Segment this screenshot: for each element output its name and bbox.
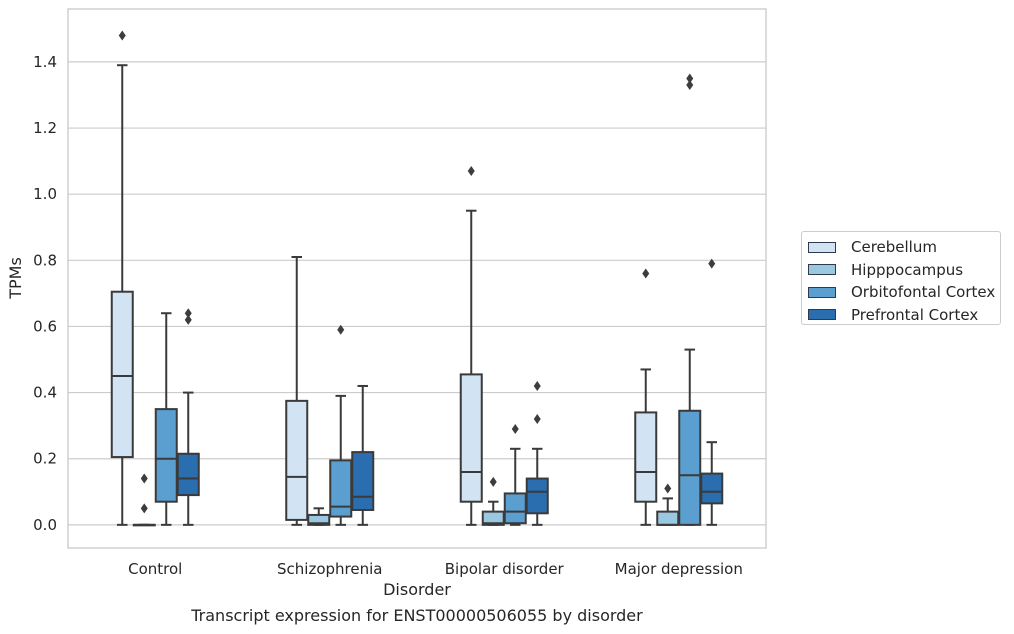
y-tick-label: 1.0 (33, 185, 57, 203)
outlier-point (140, 473, 148, 484)
box-0-1 (285, 256, 309, 526)
y-tick-label: 0.8 (33, 251, 57, 269)
outlier-point (533, 380, 541, 391)
box-0-3 (634, 268, 658, 526)
outlier-point (140, 503, 148, 514)
y-tick-label: 0.0 (33, 516, 57, 534)
box-body (525, 477, 549, 515)
x-tick-label: Control (128, 560, 182, 578)
legend-label: Hipppocampus (851, 260, 964, 279)
box-2-0 (154, 312, 178, 526)
legend-item: Hipppocampus (808, 259, 1000, 282)
box-body (329, 459, 353, 518)
box-3-2 (525, 380, 549, 526)
box-body (154, 408, 178, 503)
outlier-point (642, 268, 650, 279)
y-tick-label: 0.6 (33, 317, 57, 335)
outlier-point (118, 30, 126, 41)
legend-item: Orbitofontal Cortex (808, 281, 1000, 304)
outlier-point (184, 308, 192, 319)
box-body (459, 373, 483, 503)
box-3-0 (176, 308, 200, 526)
y-axis-ticks: 0.0 0.2 0.4 0.6 0.8 1.0 1.2 1.4 (33, 53, 57, 534)
outlier-point (686, 80, 694, 91)
outlier-point (337, 324, 345, 335)
legend-swatch (808, 309, 836, 321)
box-body (700, 472, 724, 505)
outlier-point (467, 166, 475, 177)
outlier-point (708, 258, 716, 269)
outlier-point (511, 423, 519, 434)
outlier-point (489, 476, 497, 487)
box-body (678, 409, 702, 526)
box-2-2 (503, 423, 527, 526)
legend-label: Prefrontal Cortex (851, 305, 979, 324)
box-1-1 (307, 507, 331, 526)
chart-caption: Transcript expression for ENST0000050605… (191, 606, 643, 625)
box-body (503, 492, 527, 525)
outlier-point (533, 414, 541, 425)
x-tick-label: Major depression (615, 560, 743, 578)
plot-area-frame (67, 8, 767, 549)
legend-swatch (808, 241, 836, 253)
x-axis-ticks: Control Schizophrenia Bipolar disorder Majo… (128, 560, 743, 578)
box-1-2 (481, 476, 505, 526)
outlier-point (664, 483, 672, 494)
outlier-point (686, 73, 694, 84)
y-tick-label: 1.4 (33, 53, 57, 71)
box-body (351, 451, 375, 511)
outlier-point (184, 314, 192, 325)
box-3-1 (351, 384, 375, 526)
box-1-0 (132, 473, 156, 527)
box-3-3 (700, 258, 724, 526)
legend-item: Cerebellum (808, 236, 1000, 259)
legend-swatch (808, 264, 836, 276)
boxes (110, 30, 724, 527)
box-1-3 (656, 483, 680, 526)
box-body (176, 452, 200, 497)
box-body (656, 510, 680, 526)
legend-label: Orbitofontal Cortex (851, 283, 996, 302)
legend-item: Prefrontal Cortex (808, 304, 1000, 327)
box-body (634, 411, 658, 503)
box-body (110, 290, 134, 459)
legend-swatch (808, 286, 836, 298)
y-tick-label: 0.2 (33, 450, 57, 468)
x-axis-title: Disorder (383, 580, 451, 599)
y-tick-label: 1.2 (33, 119, 57, 137)
legend: Cerebellum Hipppocampus Orbitofontal Corte… (801, 231, 1001, 325)
y-tick-label: 0.4 (33, 384, 57, 402)
box-body (307, 513, 331, 526)
box-0-0 (110, 30, 134, 526)
box-2-3 (678, 73, 702, 526)
box-0-2 (459, 166, 483, 526)
box-2-1 (329, 324, 353, 526)
y-axis-title: TPMs (6, 257, 25, 300)
x-tick-label: Bipolar disorder (445, 560, 565, 578)
box-body (285, 399, 309, 521)
x-tick-label: Schizophrenia (277, 560, 382, 578)
legend-label: Cerebellum (851, 238, 937, 257)
